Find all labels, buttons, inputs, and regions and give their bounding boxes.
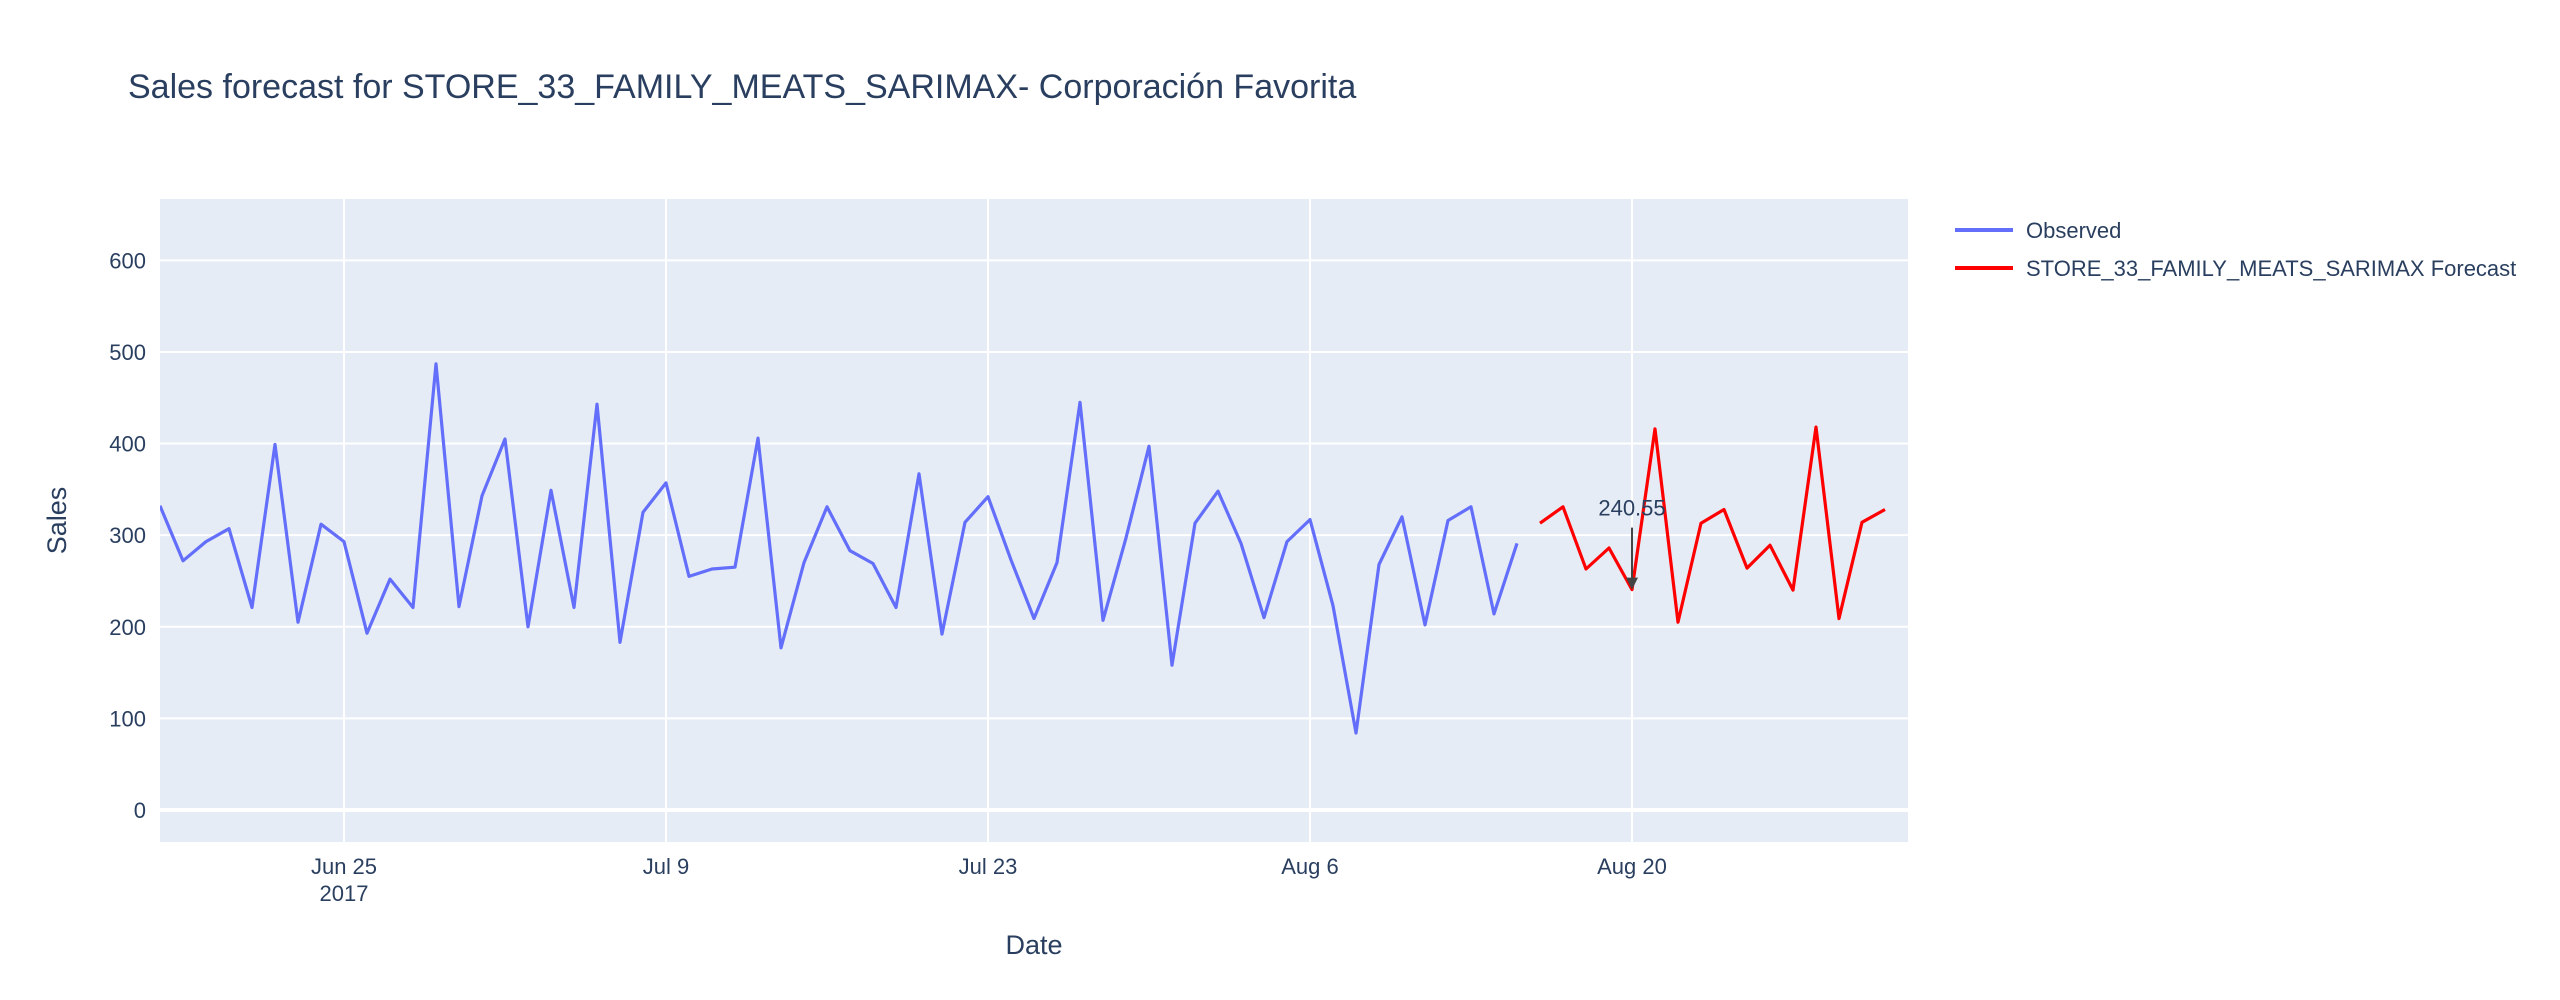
annotation-arrowhead: [1626, 577, 1638, 590]
y-tick-label: 500: [109, 340, 146, 365]
legend-item-observed[interactable]: Observed: [1955, 218, 2121, 243]
y-axis-title: Sales: [42, 487, 72, 555]
y-tick-labels: 0 100 200 300 400 500 600: [109, 248, 146, 823]
series-lines: [160, 362, 1886, 735]
x-tick-label: Jun 25: [311, 854, 377, 879]
y-tick-label: 200: [109, 615, 146, 640]
annotation-label: 240.55: [1598, 496, 1665, 521]
x-tick-label: Jul 9: [643, 854, 689, 879]
legend-label: STORE_33_FAMILY_MEATS_SARIMAX Forecast: [2026, 256, 2516, 281]
y-tick-label: 100: [109, 706, 146, 731]
legend-label: Observed: [2026, 218, 2121, 243]
y-tick-label: 300: [109, 523, 146, 548]
legend-item-forecast[interactable]: STORE_33_FAMILY_MEATS_SARIMAX Forecast: [1955, 256, 2516, 281]
y-tick-label: 0: [134, 798, 146, 823]
series-line-observed[interactable]: [160, 362, 1519, 735]
x-tick-label: Aug 20: [1597, 854, 1667, 879]
x-axis-title: Date: [1005, 930, 1062, 960]
annotations: 240.55: [1598, 496, 1666, 590]
series-line-forecast[interactable]: [1539, 425, 1886, 624]
legend[interactable]: Observed STORE_33_FAMILY_MEATS_SARIMAX Fo…: [1955, 218, 2516, 281]
x-tick-label: Jul 23: [959, 854, 1018, 879]
x-tick-label: Aug 6: [1281, 854, 1339, 879]
chart-title: Sales forecast for STORE_33_FAMILY_MEATS…: [128, 68, 1356, 106]
y-tick-label: 600: [109, 248, 146, 273]
x-tick-sublabel: 2017: [320, 881, 369, 906]
y-tick-label: 400: [109, 432, 146, 457]
